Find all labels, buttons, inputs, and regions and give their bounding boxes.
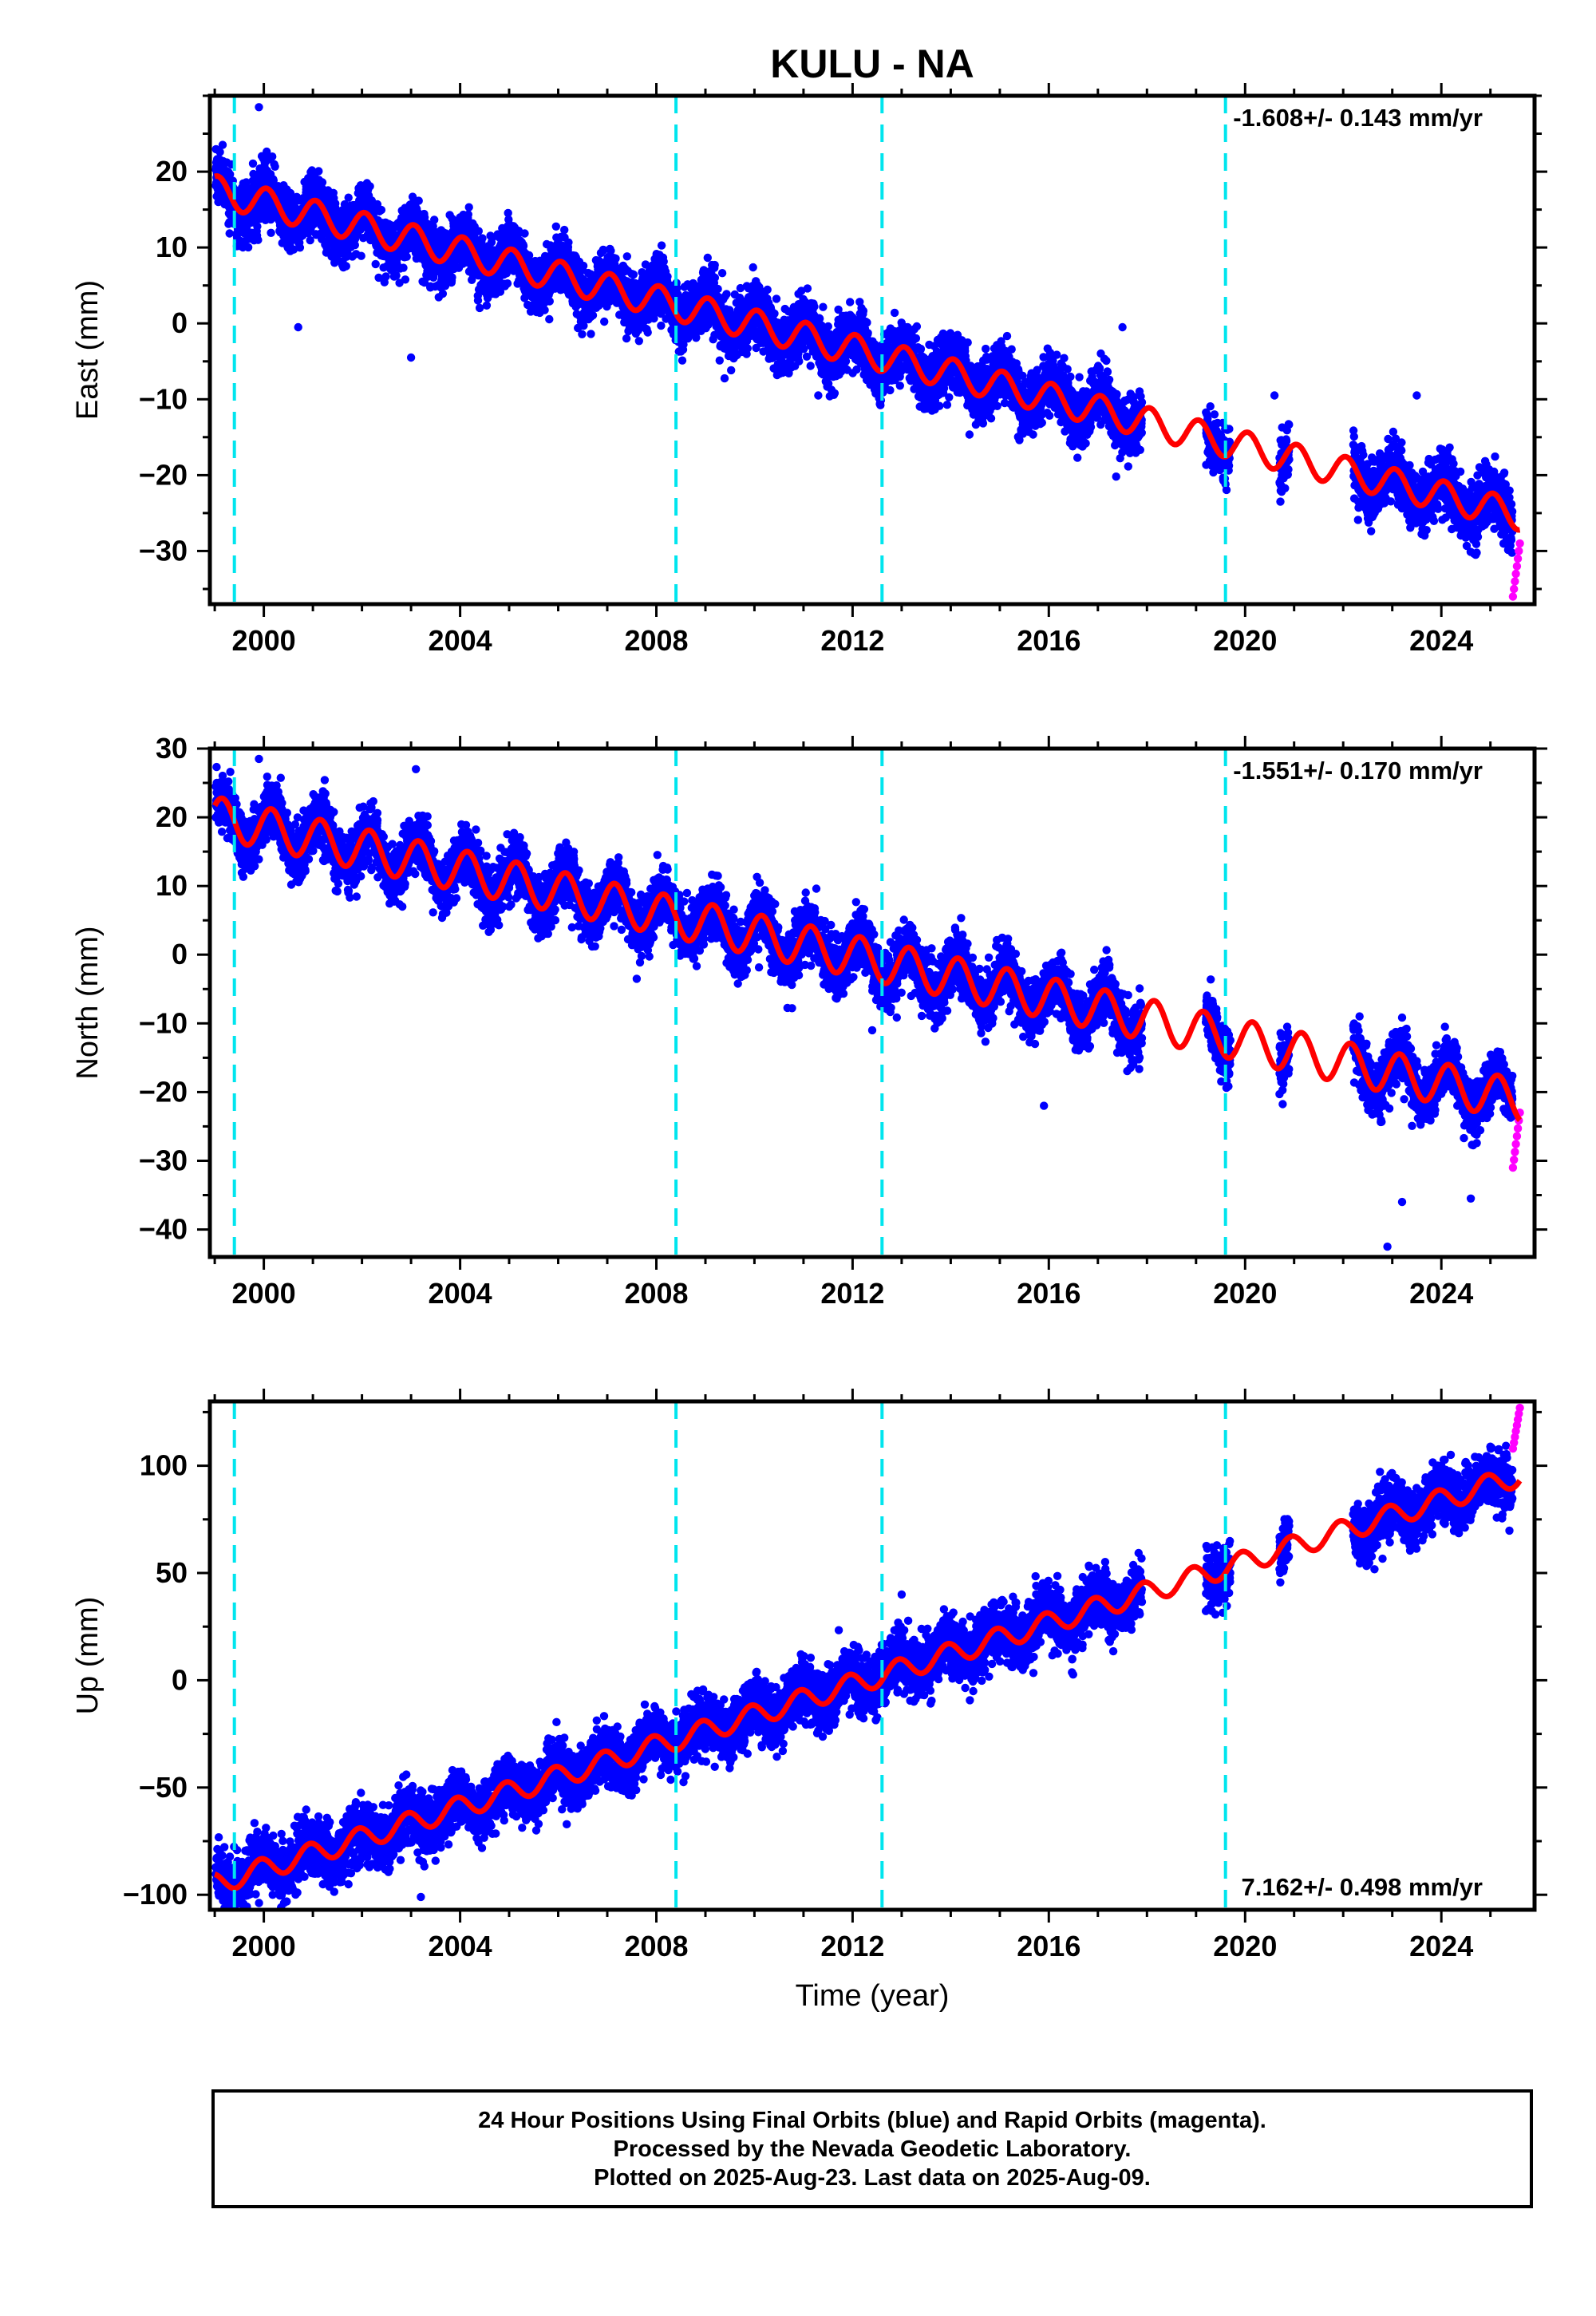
final-orbit-point [478,234,487,243]
final-orbit-point [306,235,314,245]
final-orbit-point [824,322,833,331]
final-orbit-point [830,389,839,397]
final-orbit-point [578,330,587,338]
final-orbit-point [464,203,473,211]
final-orbit-point [399,263,408,272]
final-orbit-point [430,215,439,224]
final-orbit-point [720,373,729,383]
final-orbit-point [772,294,781,303]
final-orbit-point [810,302,819,311]
final-orbit-point [749,263,757,272]
final-orbit-point [438,289,448,298]
final-orbit-point [473,296,483,305]
final-orbit-point [520,229,529,238]
final-orbit-point [225,229,234,238]
final-orbit-point [717,269,727,278]
final-orbit-point [587,330,595,338]
final-orbit-points [211,103,1517,559]
final-orbit-point [365,182,374,191]
final-orbit-point [401,275,410,284]
final-orbit-point [863,318,871,327]
final-orbit-point [215,148,224,156]
final-orbit-point [606,247,615,255]
final-orbit-point [560,225,569,235]
final-orbit-point [218,140,227,149]
final-orbit-point [703,253,712,263]
final-orbit-point [289,245,298,254]
final-orbit-point [545,314,554,324]
final-orbit-point [678,356,687,365]
final-orbit-point [268,152,277,161]
final-orbit-point [795,357,804,366]
final-orbit-point [846,298,855,306]
final-orbit-point [377,205,386,215]
final-orbit-point [643,328,652,337]
final-orbit-point [503,279,512,288]
final-orbit-point [448,273,456,282]
final-orbit-point [657,241,666,250]
final-orbit-point [622,334,631,343]
east-panel: 2000 2004 2008 2012 2016 2020 202420100−10−20−… [71,83,1547,657]
final-orbit-point [342,262,350,271]
final-orbit-point [713,284,722,294]
final-orbit-point [841,357,851,366]
final-orbit-point [634,337,643,346]
final-orbit-point [464,210,472,219]
chart-title: KULU - NA [770,41,974,86]
final-orbit-point [579,261,588,271]
final-orbit-point [267,228,275,237]
final-orbit-point [710,260,719,270]
final-orbit-point [663,272,672,281]
final-orbit-point [242,178,251,187]
final-orbit-point [226,170,235,179]
final-orbit-point [770,309,779,318]
final-orbit-point [551,222,560,231]
final-orbit-point [344,193,353,202]
final-orbit-point [819,302,828,311]
final-orbit-point [545,297,554,306]
final-orbit-point [806,362,815,370]
final-orbit-point [253,222,262,231]
final-orbit-point [722,290,731,298]
final-orbit-point [600,317,609,326]
final-orbit-point [243,243,253,252]
final-orbit-point [381,272,390,281]
final-orbit-point [727,366,736,375]
final-orbit-point [763,285,772,294]
final-orbit-point [482,301,492,310]
final-orbit-point [803,284,812,293]
final-orbit-point [622,252,631,261]
final-orbit-point [318,178,327,187]
final-orbit-point [254,235,263,244]
final-orbit-point [474,227,483,235]
final-orbit-point [588,310,598,320]
final-orbit-point [350,240,359,250]
final-orbit-point [331,199,340,208]
final-orbit-point [357,251,365,260]
final-orbit-point [611,254,620,263]
final-orbit-point [715,356,724,365]
final-orbit-point [295,243,305,252]
final-orbit-point [314,167,323,176]
final-orbit-point [743,344,752,353]
final-orbit-point [710,273,720,283]
final-orbit-point [414,196,423,205]
final-orbit-point [271,162,279,171]
final-orbit-point [859,306,868,315]
final-orbit-point [402,252,411,261]
final-orbit-point [863,329,872,338]
final-orbit-point [629,270,638,279]
final-orbit-point [371,259,380,269]
final-orbit-point [248,159,258,168]
final-orbit-point [540,306,549,314]
final-orbit-point [564,238,573,247]
final-orbit-point [392,271,401,280]
final-orbit-point [269,176,278,185]
final-orbit-point [657,321,666,330]
